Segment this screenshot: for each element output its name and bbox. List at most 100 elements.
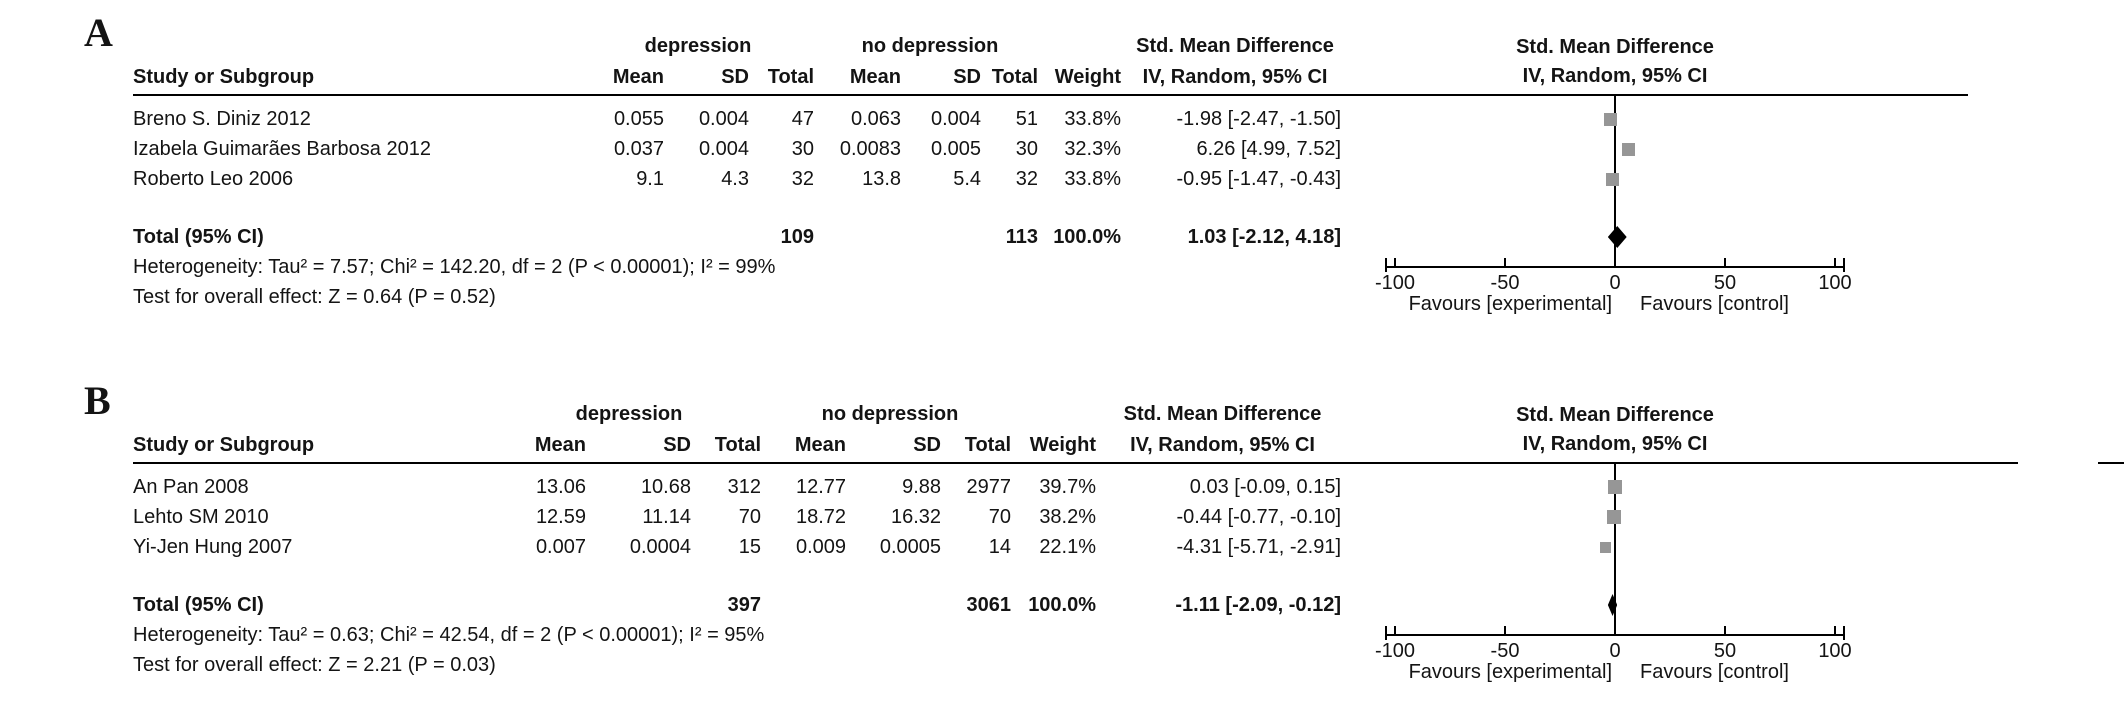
axis-tick-label: -100: [1374, 272, 1416, 294]
study-square-marker: [1600, 541, 1612, 553]
favours-right-label: Favours [control]: [1640, 293, 1789, 315]
col-sd-ctrl: SD: [913, 433, 942, 456]
effect-measure-label: Std. Mean Difference: [1136, 34, 1334, 57]
study-row: Lehto SM 2010 12.59 11.14 70 18.72 16.32…: [133, 502, 1345, 532]
axis-left-cap: [1385, 626, 1387, 640]
study-row: Izabela Guimarães Barbosa 2012 0.037 0.0…: [133, 134, 1345, 164]
total-n-ctrl: 113: [1005, 225, 1039, 248]
axis-left-cap: [1385, 258, 1387, 272]
effect-measure-label: Std. Mean Difference: [1123, 402, 1322, 425]
panel-a-label: A: [84, 10, 113, 55]
header-rule-end-dash: [2098, 462, 2124, 464]
column-header-row: Study or Subgroup Mean SD Total Mean SD …: [133, 428, 1345, 462]
total-weight: 100.0%: [1028, 593, 1097, 616]
total-ci: -1.11 [-2.09, -0.12]: [1175, 593, 1342, 616]
study-ci: 6.26 [4.99, 7.52]: [1196, 137, 1342, 160]
axis-tick-label: 0: [1609, 640, 1621, 662]
header-rule: [133, 462, 2018, 464]
zero-line: [1614, 464, 1616, 636]
total-weight: 100.0%: [1053, 225, 1122, 248]
study-name: An Pan 2008: [133, 475, 249, 498]
total-n-ctrl: 3061: [966, 593, 1012, 616]
group-header-row: depression no depression Std. Mean Diffe…: [133, 32, 1345, 60]
col-study: Study or Subgroup: [133, 65, 315, 88]
col-total-exp: Total: [767, 65, 815, 88]
heterogeneity-text: Heterogeneity: Tau² = 7.57; Chi² = 142.2…: [133, 255, 776, 278]
total-n-exp: 109: [780, 225, 815, 248]
x-axis-line: [1386, 634, 1844, 636]
total-label: Total (95% CI): [133, 593, 264, 616]
study-square-marker: [1607, 510, 1622, 524]
study-row: Roberto Leo 2006 9.1 4.3 32 13.8 5.4 32 …: [133, 164, 1345, 194]
axis-tick: [1394, 258, 1396, 267]
axis-tick: [1504, 626, 1506, 635]
group-experimental-label: depression: [644, 34, 752, 57]
axis-tick: [1504, 258, 1506, 267]
col-weight: Weight: [1029, 433, 1097, 456]
x-axis-line: [1386, 266, 1844, 268]
col-total-exp: Total: [714, 433, 762, 456]
col-total-ctrl: Total: [991, 65, 1039, 88]
col-sd-ctrl: SD: [953, 65, 982, 88]
favours-left-label: Favours [experimental]: [1408, 293, 1612, 315]
axis-tick: [1834, 258, 1836, 267]
study-table-b: depression no depression Std. Mean Diffe…: [133, 400, 1345, 680]
col-mean-exp: Mean: [534, 433, 586, 456]
axis-tick-label: -50: [1490, 640, 1520, 662]
study-name: Izabela Guimarães Barbosa 2012: [133, 137, 431, 160]
study-name: Breno S. Diniz 2012: [133, 107, 311, 130]
axis-tick-label: 50: [1713, 640, 1737, 662]
axis-tick-label: 100: [1818, 272, 1852, 294]
total-ci: 1.03 [-2.12, 4.18]: [1187, 225, 1342, 248]
axis-tick-label: 50: [1713, 272, 1737, 294]
study-row: Breno S. Diniz 2012 0.055 0.004 47 0.063…: [133, 104, 1345, 134]
study-square-marker: [1606, 172, 1620, 186]
group-control-label: no depression: [821, 402, 959, 425]
axis-tick-label: 100: [1818, 640, 1852, 662]
group-header-row: depression no depression Std. Mean Diffe…: [133, 400, 1345, 428]
study-ci: -4.31 [-5.71, -2.91]: [1176, 535, 1342, 558]
group-experimental-label: depression: [575, 402, 683, 425]
heterogeneity-text: Heterogeneity: Tau² = 0.63; Chi² = 42.54…: [133, 623, 765, 646]
study-ci: -0.44 [-0.77, -0.10]: [1176, 505, 1342, 528]
axis-right-cap: [1843, 626, 1845, 640]
plot-header: Std. Mean Difference IV, Random, 95% CI: [1516, 36, 1714, 87]
axis-tick-label: 0: [1609, 272, 1621, 294]
study-row: Yi-Jen Hung 2007 0.007 0.0004 15 0.009 0…: [133, 532, 1345, 562]
column-header-row: Study or Subgroup Mean SD Total Mean SD …: [133, 60, 1345, 94]
study-ci: -1.98 [-2.47, -1.50]: [1176, 107, 1342, 130]
study-square-marker: [1622, 142, 1636, 156]
axis-tick: [1724, 626, 1726, 635]
col-mean-ctrl: Mean: [849, 65, 902, 88]
group-control-label: no depression: [861, 34, 999, 57]
axis-tick: [1394, 626, 1396, 635]
col-mean-exp: Mean: [612, 65, 664, 88]
study-name: Roberto Leo 2006: [133, 167, 294, 190]
col-total-ctrl: Total: [964, 433, 1012, 456]
axis-tick: [1724, 258, 1726, 267]
study-ci: 0.03 [-0.09, 0.15]: [1189, 475, 1342, 498]
col-mean-ctrl: Mean: [794, 433, 847, 456]
axis-tick-label: -50: [1490, 272, 1520, 294]
study-ci: -0.95 [-1.47, -0.43]: [1176, 167, 1342, 190]
panel-a: A depression no depression Std. Mean Dif…: [0, 0, 2126, 343]
overall-effect-text: Test for overall effect: Z = 2.21 (P = 0…: [133, 653, 496, 676]
total-n-exp: 397: [727, 593, 762, 616]
col-study: Study or Subgroup: [133, 433, 315, 456]
total-diamond-marker: [1607, 226, 1627, 248]
plot-header: Std. Mean Difference IV, Random, 95% CI: [1516, 404, 1714, 455]
study-row: An Pan 2008 13.06 10.68 312 12.77 9.88 2…: [133, 472, 1345, 502]
axis-tick-label: -100: [1374, 640, 1416, 662]
study-square-marker: [1604, 112, 1618, 126]
study-table-a: depression no depression Std. Mean Diffe…: [133, 32, 1345, 312]
col-sd-exp: SD: [663, 433, 691, 456]
col-weight: Weight: [1054, 65, 1122, 88]
panel-b: B depression no depression Std. Mean Dif…: [0, 368, 2126, 711]
axis-right-cap: [1843, 258, 1845, 272]
col-sd-exp: SD: [721, 65, 749, 88]
col-effect-ci: IV, Random, 95% CI: [1130, 433, 1315, 456]
col-effect-ci: IV, Random, 95% CI: [1142, 65, 1328, 88]
total-label: Total (95% CI): [133, 225, 264, 248]
overall-effect-text: Test for overall effect: Z = 0.64 (P = 0…: [133, 285, 496, 308]
